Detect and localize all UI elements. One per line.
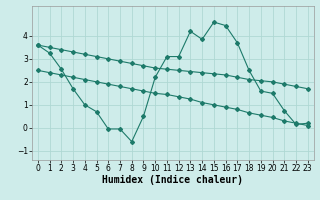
X-axis label: Humidex (Indice chaleur): Humidex (Indice chaleur) — [102, 175, 243, 185]
